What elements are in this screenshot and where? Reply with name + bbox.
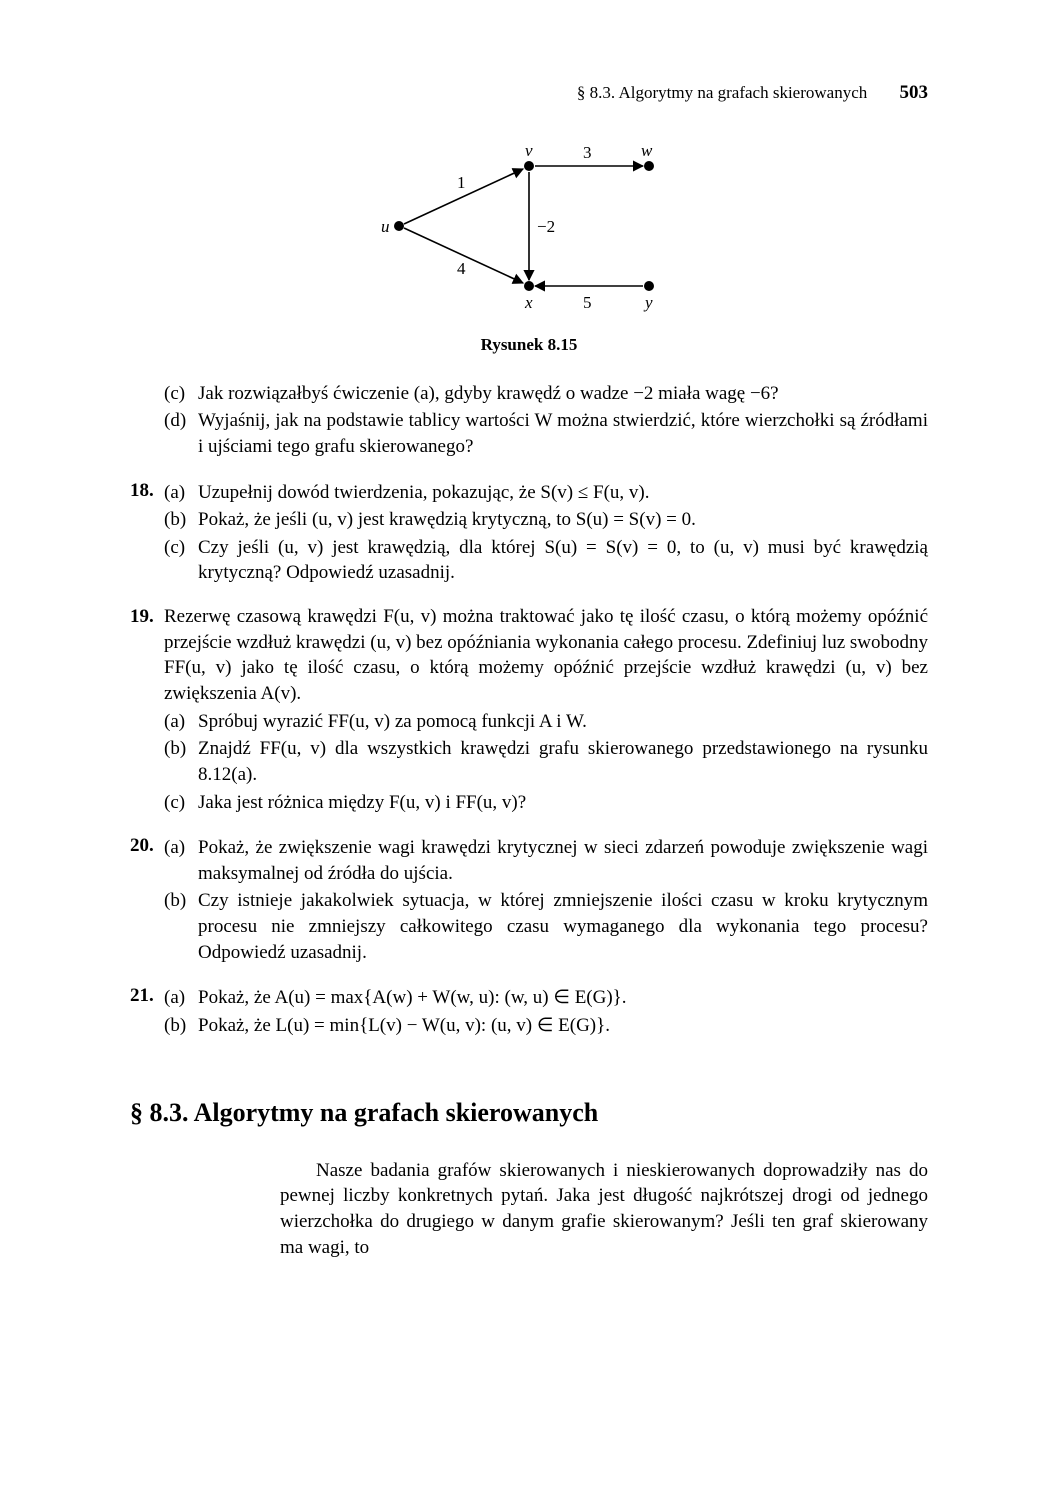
- exercise-number: 19.: [130, 604, 164, 815]
- node-label-w: w: [641, 146, 653, 160]
- exercise-continuation: (c) Jak rozwiązałbyś ćwiczenie (a), gdyb…: [164, 381, 928, 460]
- exercise-item-d: (d) Wyjaśnij, jak na podstawie tablicy w…: [164, 408, 928, 459]
- item-label: (a): [164, 480, 198, 506]
- edge-weight-ux: 4: [457, 259, 466, 278]
- item-label: (c): [164, 381, 198, 407]
- edge-weight-vx: −2: [537, 217, 555, 236]
- exercise-item-c: (c) Jak rozwiązałbyś ćwiczenie (a), gdyb…: [164, 381, 928, 407]
- item-label: (a): [164, 835, 198, 886]
- running-head: § 8.3. Algorytmy na grafach skierowanych…: [130, 80, 928, 106]
- exercise-number: 18.: [130, 478, 164, 587]
- item-label: (a): [164, 985, 198, 1011]
- exercise-number: 21.: [130, 983, 164, 1038]
- exercise-number: 20.: [130, 833, 164, 965]
- item-text: Wyjaśnij, jak na podstawie tablicy warto…: [198, 408, 928, 459]
- node-label-y: y: [643, 293, 653, 312]
- running-head-text: § 8.3. Algorytmy na grafach skierowanych: [577, 83, 867, 102]
- section-body: Nasze badania grafów skierowanych i nies…: [280, 1158, 928, 1261]
- item-text: Pokaż, że L(u) = min{L(v) − W(u, v): (u,…: [198, 1013, 928, 1039]
- node-label-v: v: [525, 146, 533, 160]
- item-text: Czy jeśli (u, v) jest krawędzią, dla któ…: [198, 535, 928, 586]
- item-text: Uzupełnij dowód twierdzenia, pokazując, …: [198, 480, 928, 506]
- item-label: (d): [164, 408, 198, 459]
- exercise-18: 18. (a)Uzupełnij dowód twierdzenia, poka…: [130, 478, 928, 587]
- edge-weight-uv: 1: [457, 173, 466, 192]
- page-number: 503: [900, 82, 929, 103]
- item-text: Jaka jest różnica między F(u, v) i FF(u,…: [198, 790, 928, 816]
- exercise-intro: Rezerwę czasową krawędzi F(u, v) można t…: [164, 604, 928, 707]
- edge-weight-yx: 5: [583, 293, 592, 312]
- edge-weight-vw: 3: [583, 146, 592, 162]
- figure-caption: Rysunek 8.15: [130, 334, 928, 357]
- figure-8-15: u v w x y 1 4 3 5 −2 Rysunek 8.15: [130, 146, 928, 357]
- section-paragraph: Nasze badania grafów skierowanych i nies…: [280, 1158, 928, 1261]
- item-text: Pokaż, że A(u) = max{A(w) + W(w, u): (w,…: [198, 985, 928, 1011]
- exercise-19: 19. Rezerwę czasową krawędzi F(u, v) moż…: [130, 604, 928, 815]
- item-text: Znajdź FF(u, v) dla wszystkich krawędzi …: [198, 736, 928, 787]
- item-label: (a): [164, 709, 198, 735]
- node-label-u: u: [381, 217, 390, 236]
- item-text: Pokaż, że jeśli (u, v) jest krawędzią kr…: [198, 507, 928, 533]
- item-label: (b): [164, 1013, 198, 1039]
- graph-diagram: u v w x y 1 4 3 5 −2: [379, 146, 679, 316]
- item-text: Pokaż, że zwiększenie wagi krawędzi kryt…: [198, 835, 928, 886]
- item-label: (b): [164, 736, 198, 787]
- section-title: § 8.3. Algorytmy na grafach skierowanych: [130, 1095, 928, 1130]
- item-text: Czy istnieje jakakolwiek sytuacja, w któ…: [198, 888, 928, 965]
- item-label: (b): [164, 888, 198, 965]
- exercise-20: 20. (a)Pokaż, że zwiększenie wagi krawęd…: [130, 833, 928, 965]
- item-label: (b): [164, 507, 198, 533]
- item-label: (c): [164, 535, 198, 586]
- exercise-21: 21. (a)Pokaż, że A(u) = max{A(w) + W(w, …: [130, 983, 928, 1038]
- item-label: (c): [164, 790, 198, 816]
- item-text: Jak rozwiązałbyś ćwiczenie (a), gdyby kr…: [198, 381, 928, 407]
- item-text: Spróbuj wyrazić FF(u, v) za pomocą funkc…: [198, 709, 928, 735]
- node-label-x: x: [524, 293, 533, 312]
